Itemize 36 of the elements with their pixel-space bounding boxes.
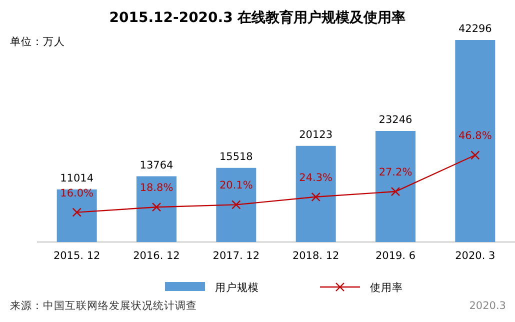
chart-title: 2015.12-2020.3 在线教育用户规模及使用率 (109, 9, 406, 26)
data-label: 42296 (458, 23, 492, 35)
data-label: 23246 (378, 114, 413, 126)
data-label: 46.8% (458, 130, 492, 142)
data-label: 27.2% (378, 166, 412, 179)
x-tick-label: 2016. 12 (133, 250, 180, 262)
legend-label: 使用率 (370, 281, 403, 294)
data-label: 20.1% (219, 180, 253, 192)
x-tick-label: 2018. 12 (292, 250, 340, 262)
data-label: 24.3% (299, 172, 333, 184)
point (390, 186, 400, 196)
data-label: 20123 (299, 128, 333, 141)
point (232, 200, 241, 210)
data-label: 11014 (60, 172, 94, 184)
source-note: 来源：中国互联网络发展状况统计调查 (10, 299, 197, 312)
x-tick-label: 2017. 12 (212, 250, 260, 262)
x-tick-label: 2015. 12 (53, 250, 100, 262)
data-label: 15518 (219, 150, 253, 163)
bar (296, 146, 336, 242)
text: 2020.3 (469, 300, 506, 312)
point (152, 202, 162, 212)
data-label: 16.0% (60, 187, 94, 200)
data-label: 18.8% (140, 182, 174, 194)
bar (376, 130, 416, 242)
legend-label: 用户规模 (215, 281, 259, 294)
bar (136, 176, 176, 242)
bar (56, 189, 97, 242)
x-tick-label: 2020. 3 (455, 250, 496, 262)
data-label: 13764 (140, 159, 174, 172)
bar (455, 40, 496, 242)
x-tick-label: 2019. 6 (375, 250, 416, 262)
annotation: 单位：万人 (10, 35, 65, 48)
point (72, 208, 82, 217)
point (311, 192, 320, 202)
bar (216, 168, 256, 242)
point (470, 150, 480, 160)
